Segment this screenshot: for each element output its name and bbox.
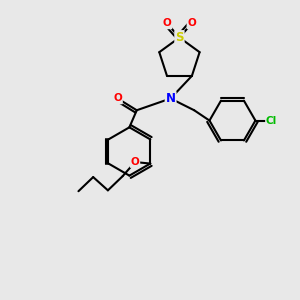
Text: O: O bbox=[163, 18, 172, 28]
Text: N: N bbox=[166, 92, 176, 105]
Text: O: O bbox=[113, 94, 122, 103]
Text: O: O bbox=[130, 157, 140, 167]
Text: O: O bbox=[188, 18, 196, 28]
Text: S: S bbox=[175, 31, 184, 44]
Text: Cl: Cl bbox=[266, 116, 277, 126]
